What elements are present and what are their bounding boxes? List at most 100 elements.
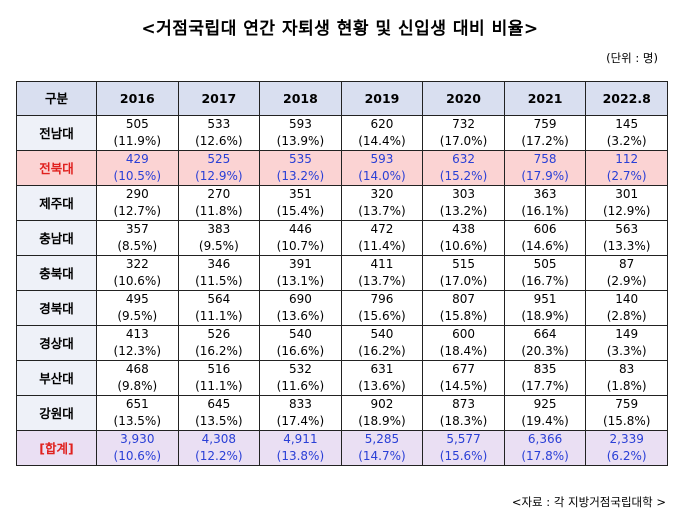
dropout-count: 593: [288, 117, 312, 131]
dropout-ratio: (9.8%): [117, 379, 158, 393]
dropout-count: 902: [370, 397, 394, 411]
table-cell: 532 (11.6%): [259, 360, 342, 396]
dropout-ratio: (14.5%): [439, 379, 488, 393]
table-cell: 357 (8.5%): [96, 220, 179, 256]
dropout-count: 468: [125, 362, 149, 376]
dropout-ratio: (13.2%): [439, 204, 488, 218]
dropout-ratio: (17.0%): [439, 274, 488, 288]
dropout-count: 5,285: [364, 432, 400, 446]
dropout-ratio: (12.9%): [602, 204, 651, 218]
dropout-count: 515: [452, 257, 475, 271]
table-cell: 540 (16.2%): [340, 325, 424, 361]
dropout-ratio: (14.0%): [358, 169, 406, 183]
table-cell: 505 (11.9%): [96, 115, 179, 151]
table-cell: 631 (13.6%): [340, 360, 424, 396]
table-cell: 383 (9.5%): [177, 220, 261, 256]
dropout-count: 807: [452, 292, 475, 306]
table-row: 부산대 468 (9.8%) 516 (11.1%) 532 (11.6%) 631 (13.6…: [16, 360, 668, 396]
table-cell: 446 (10.7%): [259, 220, 342, 256]
dropout-count: 363: [533, 187, 557, 201]
dropout-ratio: (11.4%): [358, 239, 406, 253]
dropout-count: 4,308: [201, 432, 237, 446]
dropout-ratio: (10.6%): [439, 239, 488, 253]
header-year: 2021: [503, 81, 587, 116]
table-cell: 759 (17.2%): [503, 115, 587, 151]
dropout-ratio: (15.6%): [439, 449, 488, 463]
dropout-ratio: (15.8%): [439, 309, 488, 323]
table-cell: 835 (17.7%): [503, 360, 587, 396]
table-cell: 270 (11.8%): [177, 185, 261, 221]
table-cell: 902 (18.9%): [340, 395, 424, 431]
header-year: 2022.8: [585, 81, 668, 116]
header-year: 2020: [422, 81, 505, 116]
dropout-ratio: (20.3%): [521, 344, 569, 358]
dropout-ratio: (18.3%): [439, 414, 488, 428]
dropout-ratio: (17.2%): [521, 134, 569, 148]
header-year: 2018: [259, 81, 342, 116]
dropout-ratio: (17.9%): [521, 169, 569, 183]
dropout-ratio: (12.7%): [113, 204, 162, 218]
page-title: <거점국립대 연간 자퇴생 현황 및 신입생 대비 비율>: [141, 19, 539, 39]
dropout-ratio: (12.3%): [113, 344, 162, 358]
row-label: 충북대: [16, 255, 97, 291]
table-row: 경북대 495 (9.5%) 564 (11.1%) 690 (13.6%) 796 (15.6…: [16, 290, 668, 326]
dropout-count: 413: [125, 327, 149, 341]
dropout-count: 732: [452, 117, 475, 131]
dropout-ratio: (3.3%): [606, 344, 647, 358]
table-cell: 873 (18.3%): [422, 395, 505, 431]
dropout-count: 873: [452, 397, 475, 411]
dropout-count: 563: [615, 222, 639, 236]
dropout-count: 351: [288, 187, 312, 201]
dropout-ratio: (10.7%): [276, 239, 325, 253]
table-cell: 535 (13.2%): [259, 150, 342, 186]
dropout-ratio: (17.7%): [521, 379, 569, 393]
dropout-count: 525: [207, 152, 231, 166]
table-cell: 515 (17.0%): [422, 255, 505, 291]
table-cell: 732 (17.0%): [422, 115, 505, 151]
table-cell: 632 (15.2%): [422, 150, 505, 186]
dropout-count: 620: [370, 117, 394, 131]
header-category: 구분: [16, 81, 97, 116]
dropout-ratio: (13.3%): [602, 239, 651, 253]
dropout-ratio: (2.7%): [606, 169, 647, 183]
dropout-count: 429: [125, 152, 149, 166]
dropout-count: 322: [125, 257, 149, 271]
dropout-ratio: (15.4%): [276, 204, 325, 218]
table-cell: 677 (14.5%): [422, 360, 505, 396]
dropout-count: 5,577: [446, 432, 481, 446]
table-cell: 526 (16.2%): [177, 325, 261, 361]
dropout-count: 516: [207, 362, 231, 376]
dropout-ratio: (17.0%): [439, 134, 488, 148]
dropout-count: 112: [615, 152, 639, 166]
dropout-count: 505: [533, 257, 557, 271]
table-cell: 363 (16.1%): [503, 185, 587, 221]
dropout-count: 303: [452, 187, 475, 201]
dropout-count: 6,366: [527, 432, 563, 446]
table-cell: 664 (20.3%): [503, 325, 587, 361]
table-cell: 145 (3.2%): [585, 115, 668, 151]
dropout-count: 383: [207, 222, 231, 236]
table-cell: 87 (2.9%): [585, 255, 668, 291]
dropout-ratio: (13.8%): [276, 449, 325, 463]
dropout-ratio: (11.6%): [276, 379, 325, 393]
dropout-count: 438: [452, 222, 475, 236]
dropout-ratio: (16.7%): [521, 274, 569, 288]
dropout-ratio: (18.9%): [521, 309, 569, 323]
table-cell: 533 (12.6%): [177, 115, 261, 151]
table-cell: 322 (10.6%): [96, 255, 179, 291]
dropout-ratio: (18.4%): [439, 344, 488, 358]
dropout-ratio: (12.2%): [195, 449, 243, 463]
table-cell: 429 (10.5%): [96, 150, 179, 186]
dropout-count: 533: [207, 117, 231, 131]
table-cell: 807 (15.8%): [422, 290, 505, 326]
dropout-ratio: (17.8%): [521, 449, 569, 463]
table-cell: 651 (13.5%): [96, 395, 179, 431]
dropout-count: 83: [619, 362, 635, 376]
row-label: 경북대: [16, 290, 97, 326]
row-label: 전남대: [16, 115, 97, 151]
table-cell: 472 (11.4%): [340, 220, 424, 256]
table-cell: 620 (14.4%): [340, 115, 424, 151]
table-cell: 320 (13.7%): [340, 185, 424, 221]
table-cell: 525 (12.9%): [177, 150, 261, 186]
row-label: [합계]: [16, 430, 97, 466]
